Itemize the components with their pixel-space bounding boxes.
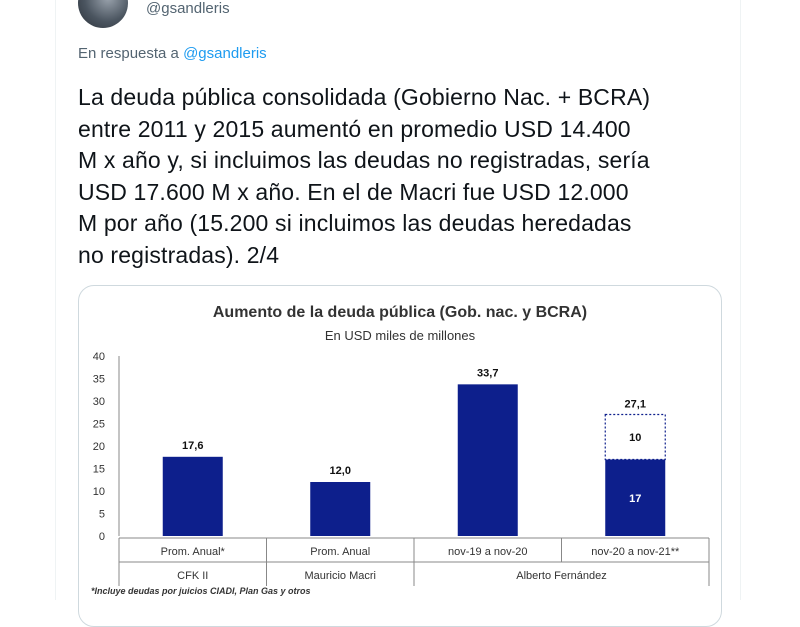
tweet-image-card[interactable]: Aumento de la deuda pública (Gob. nac. y… — [78, 285, 722, 627]
tweet-text: La deuda pública consolidada (Gobierno N… — [78, 84, 651, 268]
bar-value-label: 33,7 — [477, 367, 498, 379]
category-label: Prom. Anual — [310, 546, 370, 558]
category-label: Prom. Anual* — [161, 546, 226, 558]
bar — [162, 456, 223, 536]
bar-value-label: 12,0 — [330, 465, 351, 477]
bar — [457, 384, 518, 536]
group-label: Alberto Fernández — [516, 570, 607, 582]
bar — [605, 459, 666, 536]
chart-title: Aumento de la deuda pública (Gob. nac. y… — [212, 304, 588, 321]
chart-footnote: *Incluye deudas por juicios CIADI, Plan … — [91, 586, 311, 596]
reply-prefix: En respuesta a — [78, 45, 179, 62]
group-label: CFK II — [177, 570, 208, 582]
author-handle[interactable]: @gsandleris — [146, 0, 230, 17]
bar-value-label: 17,6 — [182, 440, 203, 452]
y-tick-label: 0 — [99, 531, 105, 543]
y-tick-label: 40 — [93, 351, 105, 363]
category-label: nov-20 a nov-21** — [591, 546, 680, 558]
chart-subtitle: En USD miles de millones — [324, 328, 476, 343]
group-label: Mauricio Macri — [304, 570, 376, 582]
y-tick-label: 5 — [99, 509, 105, 521]
category-label: nov-19 a nov-20 — [448, 546, 528, 558]
y-tick-label: 10 — [93, 486, 105, 498]
timeline-right-border — [740, 0, 741, 600]
avatar[interactable] — [78, 0, 128, 28]
y-tick-label: 15 — [93, 464, 105, 476]
bar-chart: 0 5 10 15 20 25 30 35 40 Prom. Anual* Prom. Anual n… — [93, 351, 710, 586]
y-tick-label: 30 — [93, 396, 105, 408]
y-tick-label: 35 — [93, 374, 105, 386]
bar-total-label: 27,1 — [625, 399, 646, 411]
bar-segment-label: 10 — [629, 432, 641, 444]
bar-stacked-segment — [604, 413, 666, 461]
y-tick-label: 20 — [93, 441, 105, 453]
y-tick-label: 25 — [93, 419, 105, 431]
reply-context: En respuesta a @gsandleris — [78, 45, 267, 62]
bar — [310, 482, 371, 536]
bar-value-label: 17 — [629, 493, 641, 505]
reply-to-link[interactable]: @gsandleris — [183, 45, 267, 62]
timeline-left-border — [55, 0, 56, 600]
